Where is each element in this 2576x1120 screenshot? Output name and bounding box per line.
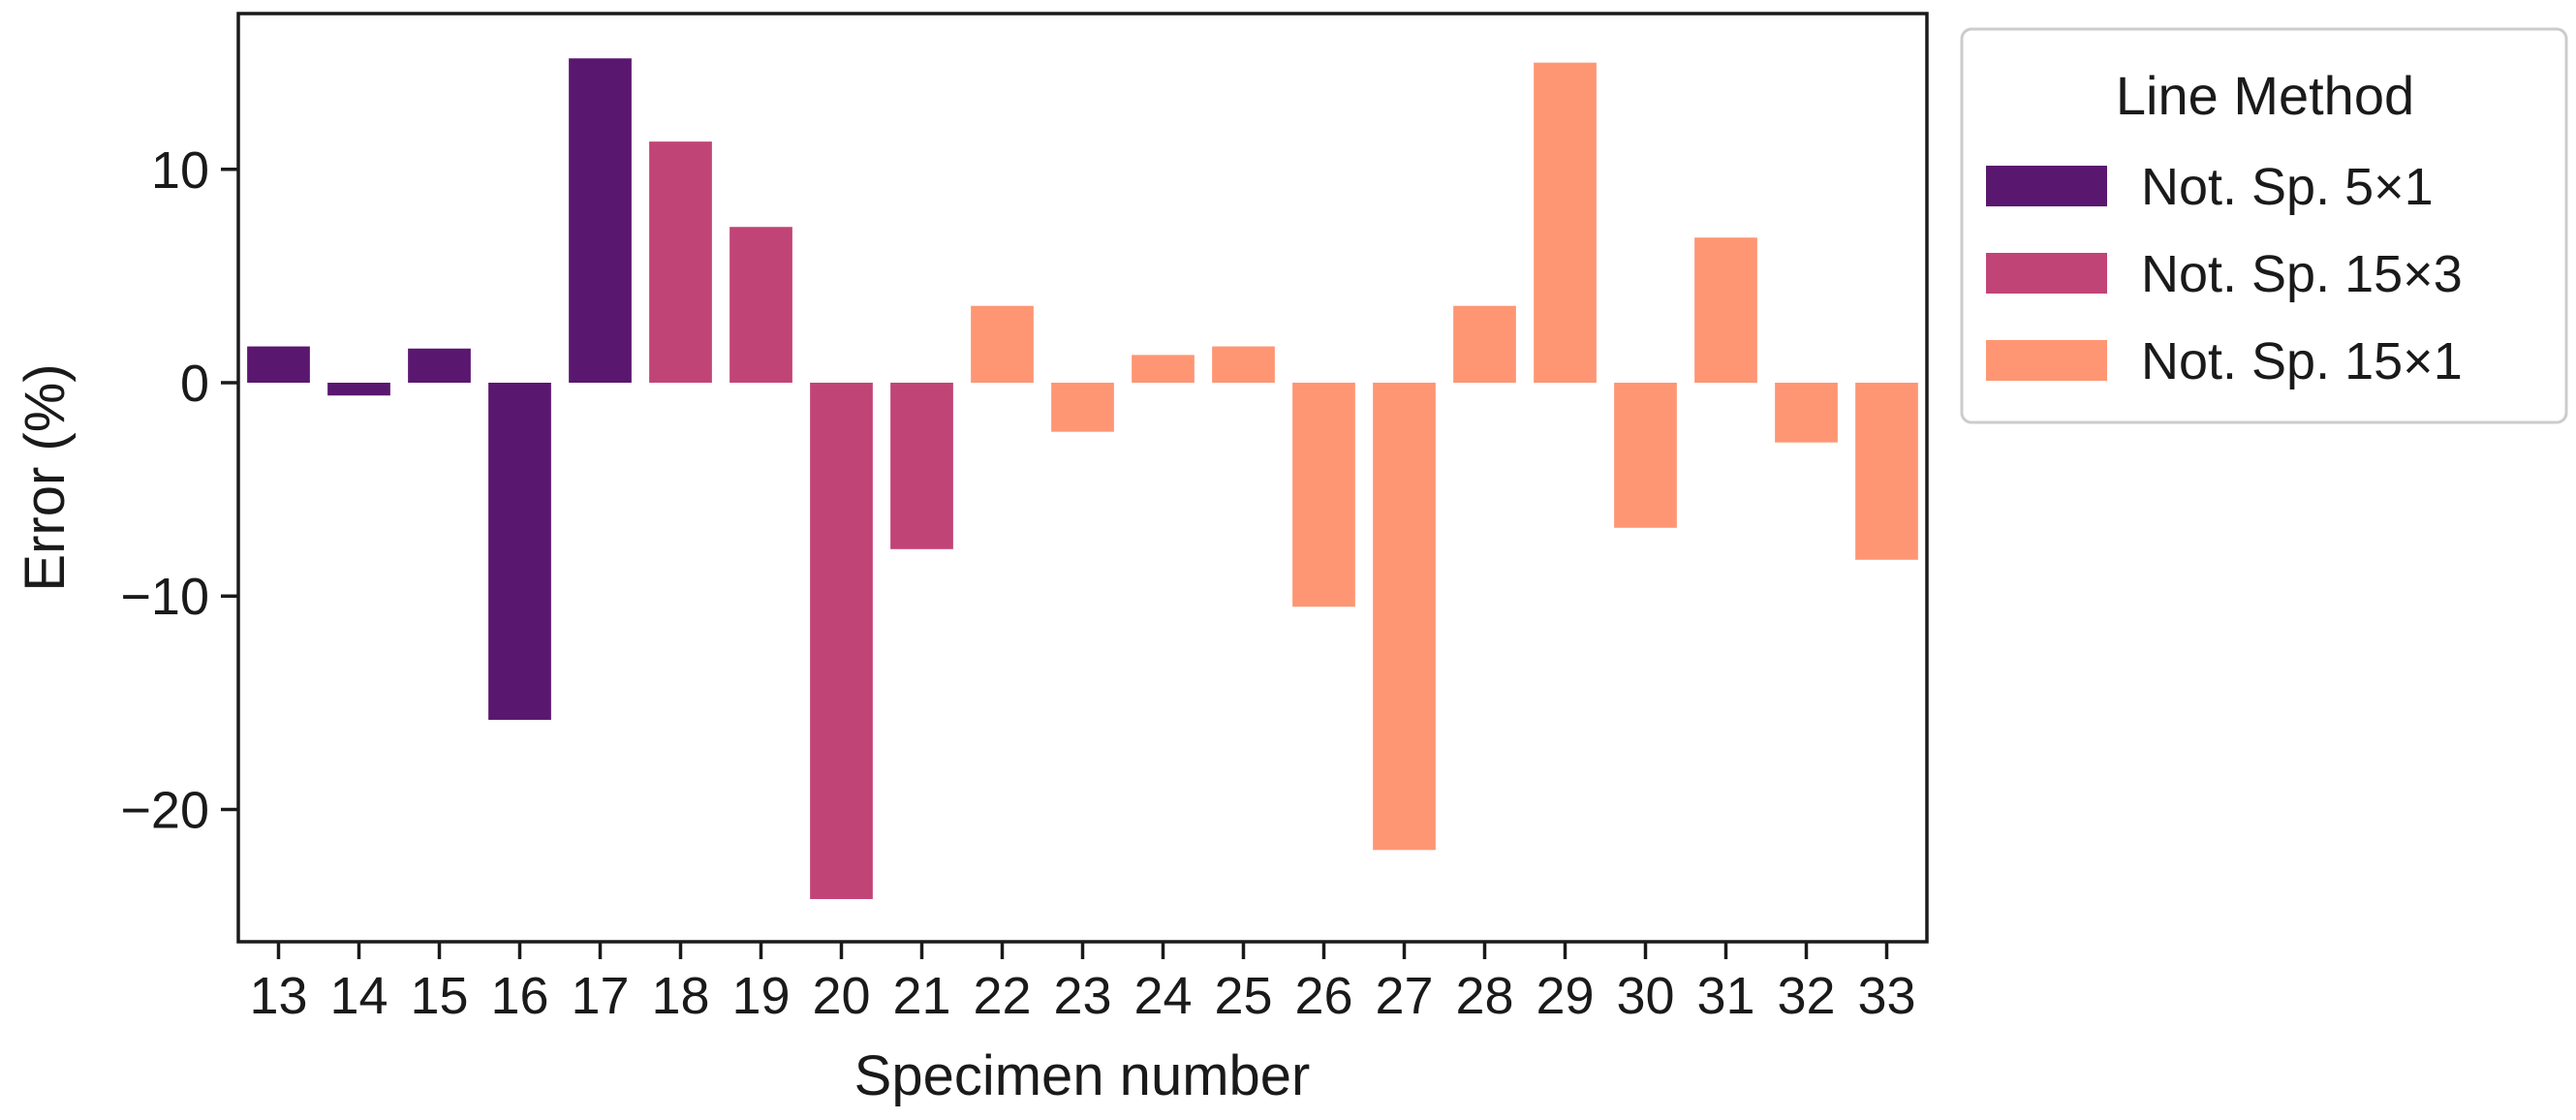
bar-19 (729, 227, 792, 383)
bar-21 (890, 383, 953, 549)
x-tick-label: 19 (731, 967, 790, 1025)
bar-33 (1855, 383, 1918, 560)
x-tick-label: 15 (410, 967, 468, 1025)
y-axis-label: Error (%) (14, 363, 77, 591)
bar-30 (1614, 383, 1677, 528)
x-tick-label: 22 (973, 967, 1031, 1025)
x-tick-label: 29 (1536, 967, 1594, 1025)
x-tick-label: 20 (812, 967, 870, 1025)
x-tick-label: 33 (1857, 967, 1915, 1025)
bar-28 (1453, 305, 1516, 383)
bar-13 (247, 346, 310, 383)
x-axis: 13 14 15 16 17 18 19 20 21 22 23 24 25 26 27 28 29 30 31 32… (249, 942, 1916, 1025)
x-tick-label: 31 (1696, 967, 1754, 1025)
y-tick-label: −10 (120, 568, 209, 626)
bar-24 (1132, 355, 1195, 383)
x-tick-label: 32 (1777, 967, 1835, 1025)
bar-23 (1051, 383, 1114, 432)
bar-20 (810, 383, 873, 899)
bar-31 (1694, 237, 1757, 383)
x-tick-label: 21 (892, 967, 950, 1025)
bar-15 (408, 348, 471, 383)
bar-29 (1534, 62, 1597, 383)
bar-18 (649, 141, 712, 383)
x-tick-label: 28 (1455, 967, 1513, 1025)
x-tick-label: 14 (329, 967, 388, 1025)
bar-17 (569, 58, 632, 383)
bar-22 (971, 305, 1034, 383)
legend-title: Line Method (2116, 65, 2414, 126)
x-tick-label: 18 (651, 967, 709, 1025)
y-tick-label: 10 (151, 141, 209, 200)
legend-label: Not. Sp. 15×1 (2141, 332, 2463, 390)
x-tick-label: 26 (1294, 967, 1352, 1025)
bar-25 (1212, 346, 1275, 383)
legend-swatch (1986, 340, 2107, 381)
x-tick-label: 17 (571, 967, 629, 1025)
legend-entries: Not. Sp. 5×1 Not. Sp. 15×3 Not. Sp. 15×1 (1986, 158, 2463, 390)
x-axis-label: Specimen number (854, 1044, 1311, 1107)
y-tick-label: −20 (120, 781, 209, 839)
x-tick-label: 30 (1616, 967, 1674, 1025)
legend-label: Not. Sp. 15×3 (2141, 245, 2463, 303)
legend-swatch (1986, 166, 2107, 206)
bar-32 (1775, 383, 1838, 443)
bar-27 (1373, 383, 1436, 851)
legend-label: Not. Sp. 5×1 (2141, 158, 2434, 216)
x-tick-label: 24 (1133, 967, 1192, 1025)
bar-26 (1292, 383, 1355, 607)
bar-14 (327, 383, 390, 396)
x-tick-label: 25 (1214, 967, 1272, 1025)
y-tick-label: 0 (180, 355, 209, 413)
legend-swatch (1986, 253, 2107, 294)
x-tick-label: 27 (1375, 967, 1433, 1025)
y-axis: 10 0 −10 −20 (120, 141, 238, 839)
legend-frame (1960, 27, 2568, 424)
x-tick-label: 23 (1053, 967, 1111, 1025)
bars-layer (247, 58, 1918, 899)
x-tick-label: 13 (249, 967, 307, 1025)
x-tick-label: 16 (490, 967, 548, 1025)
bar-16 (488, 383, 551, 720)
